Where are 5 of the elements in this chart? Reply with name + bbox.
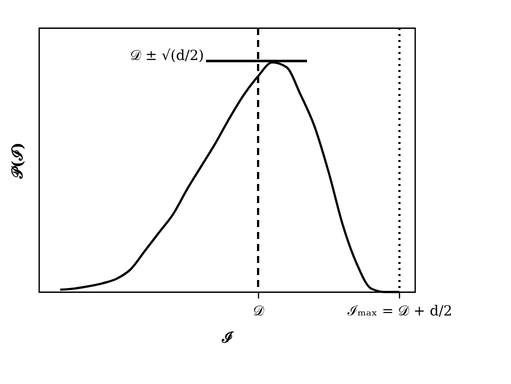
x-tick-label: 𝒟 <box>253 304 266 320</box>
y-axis-title: 𝒫(ℐ) <box>8 142 26 180</box>
x-axis-title: ℐ <box>221 328 234 346</box>
x-tick-label: ℐₘₐₓ = 𝒟 + d/2 <box>346 304 452 320</box>
annotation: 𝒟 ± √(d/2) <box>130 48 204 64</box>
